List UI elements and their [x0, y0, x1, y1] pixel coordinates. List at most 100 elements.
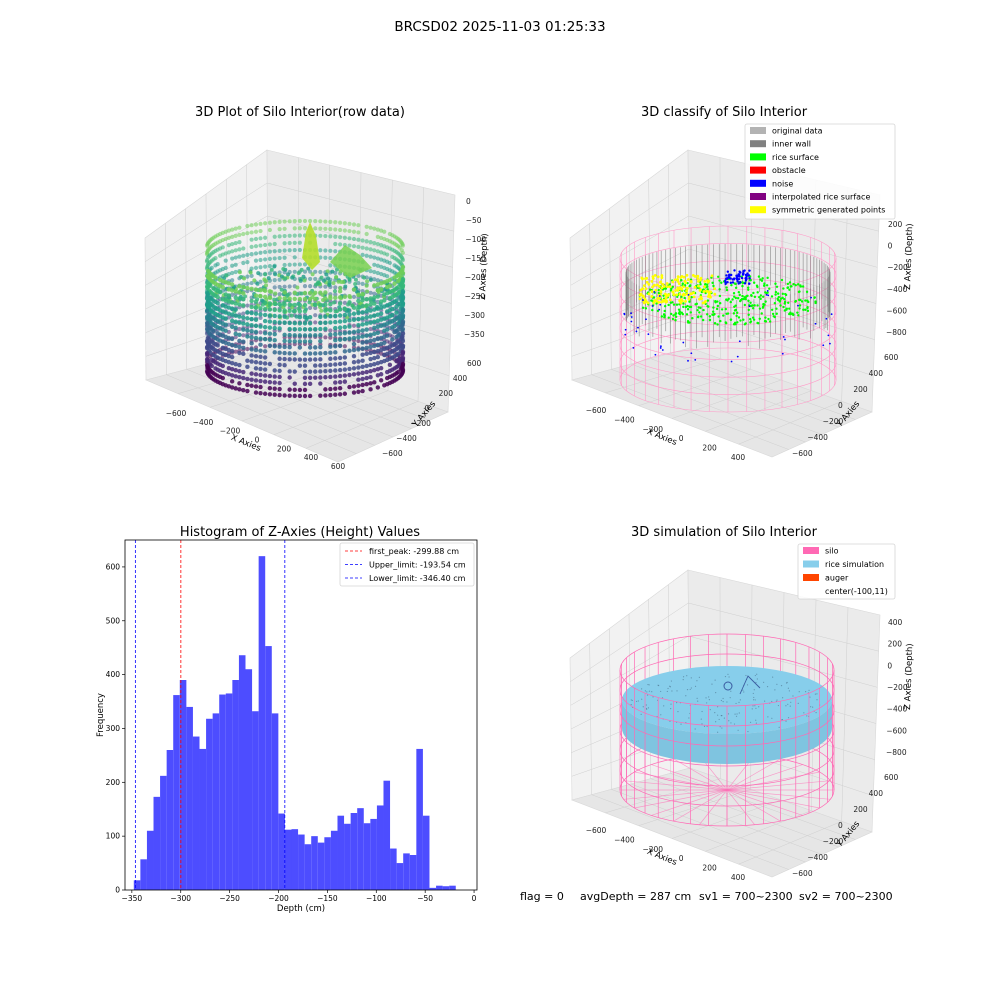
rice-surface-point	[671, 285, 675, 289]
raw-data-point	[233, 301, 238, 306]
rice-simulation-mesh-point	[663, 705, 665, 707]
raw-data-point	[368, 247, 373, 252]
raw-data-point	[302, 278, 307, 283]
raw-data-point	[313, 327, 318, 332]
rice-simulation-mesh-point	[667, 687, 669, 690]
raw-data-point	[249, 304, 254, 310]
raw-data-point	[262, 318, 268, 324]
raw-data-point	[263, 257, 268, 262]
raw-data-point	[211, 352, 216, 358]
raw-data-point	[351, 229, 357, 234]
symmetric-generated-point	[662, 285, 666, 288]
rice-simulation-mesh-point	[785, 720, 787, 722]
rice-surface-point	[757, 275, 761, 278]
rice-simulation-mesh-point	[753, 696, 755, 699]
histogram-bar	[186, 706, 193, 890]
raw-data-point	[229, 312, 235, 317]
histogram-bar	[409, 855, 417, 890]
raw-data-point	[287, 262, 292, 267]
raw-data-point	[249, 310, 254, 316]
classify-plot-z-tick: −600	[886, 306, 907, 315]
raw-data-point	[372, 380, 377, 385]
raw-data-point	[318, 314, 323, 320]
raw-data-point	[267, 256, 272, 262]
raw-data-point	[356, 273, 361, 278]
raw-data-point	[333, 362, 338, 367]
classify-plot-y-tick: 0	[838, 401, 843, 410]
simulation-plot-z-tick: −600	[886, 726, 907, 735]
rice-surface-point	[670, 312, 673, 316]
rice-surface-point	[743, 296, 746, 299]
noise-point	[744, 277, 748, 280]
raw-plot-x-tick: 400	[304, 453, 319, 462]
histogram-bar	[140, 859, 147, 890]
raw-data-point	[241, 253, 246, 258]
histogram-legend-label: first_peak: -299.88 cm	[369, 547, 459, 556]
noise-point	[829, 342, 831, 345]
raw-data-point	[307, 393, 313, 399]
raw-data-point	[253, 347, 259, 353]
histogram-x-tick: −50	[417, 894, 433, 903]
histogram-bar	[344, 823, 351, 890]
raw-data-point	[204, 284, 210, 289]
rice-surface-point	[797, 314, 800, 317]
raw-data-point	[378, 299, 384, 304]
rice-surface-point	[732, 292, 736, 295]
raw-data-point	[375, 360, 381, 366]
raw-data-point	[292, 339, 297, 344]
raw-data-point	[249, 359, 254, 364]
raw-data-point	[233, 361, 238, 367]
raw-data-point	[318, 320, 323, 326]
rice-surface-point	[763, 319, 767, 323]
rice-surface-point	[747, 308, 750, 312]
raw-data-point	[262, 306, 268, 312]
raw-data-point	[372, 262, 377, 267]
raw-data-point	[375, 241, 380, 247]
raw-data-point	[333, 386, 338, 391]
raw-data-point	[318, 233, 323, 238]
raw-data-point	[318, 381, 323, 386]
noise-point	[736, 355, 739, 358]
noise-point	[624, 333, 627, 336]
rice-simulation-mesh-point	[642, 706, 644, 708]
histogram-x-tick: −300	[170, 894, 191, 903]
symmetric-generated-point	[659, 290, 663, 294]
raw-data-point	[237, 332, 242, 337]
rice-surface-point	[727, 297, 730, 301]
rice-surface-point	[717, 315, 720, 318]
rice-simulation-mesh-point	[719, 726, 721, 728]
rice-surface-point	[794, 299, 798, 303]
raw-data-point	[302, 284, 308, 289]
rice-simulation-mesh-point	[701, 723, 703, 725]
raw-data-point	[258, 257, 263, 263]
rice-surface-point	[759, 297, 762, 301]
raw-data-point	[229, 354, 235, 360]
raw-data-point	[318, 219, 323, 224]
raw-data-point	[292, 262, 297, 267]
raw-data-point	[375, 299, 380, 305]
raw-data-point	[400, 309, 405, 315]
rice-simulation-mesh-point	[690, 687, 692, 689]
raw-data-point	[372, 325, 377, 330]
simulation-plot-y-tick: 600	[884, 773, 899, 782]
raw-data-point	[272, 285, 277, 290]
rice-simulation-mesh-point	[755, 681, 757, 684]
rice-simulation-mesh-point	[697, 700, 699, 702]
rice-surface-point	[761, 277, 764, 280]
raw-data-point	[245, 288, 250, 294]
rice-surface-point	[759, 294, 763, 297]
raw-data-point	[378, 341, 384, 347]
raw-data-point	[277, 392, 282, 398]
symmetric-generated-point	[661, 282, 665, 286]
rice-surface-point	[671, 317, 675, 321]
rice-simulation-mesh-point	[635, 700, 638, 703]
rice-simulation-mesh-point	[651, 691, 653, 693]
raw-data-point	[328, 374, 333, 380]
rice-surface-point	[801, 285, 805, 288]
raw-data-point	[262, 355, 268, 360]
classify-plot-x-tick: 400	[731, 453, 746, 462]
raw-data-point	[255, 281, 260, 286]
rice-simulation-mesh-point	[715, 692, 717, 694]
raw-data-point	[262, 391, 268, 396]
